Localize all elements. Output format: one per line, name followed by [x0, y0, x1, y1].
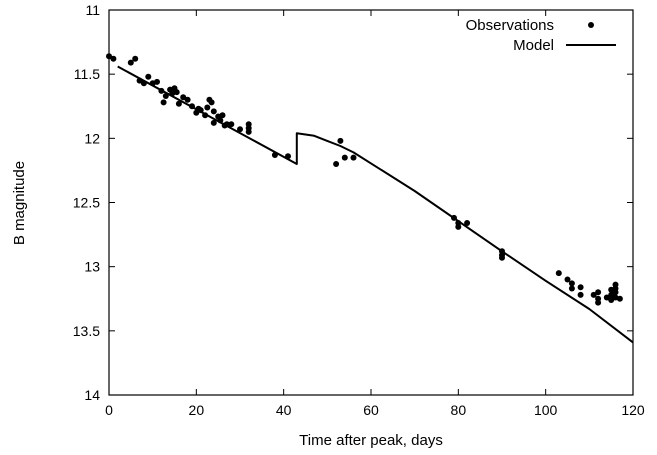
observation-point — [451, 214, 457, 221]
x-tick-label: 100 — [534, 402, 558, 418]
observation-point — [568, 285, 575, 292]
y-axis-ticks: 11 11.5 12 12.5 13 13.5 14 — [73, 2, 633, 403]
y-tick-label: 12 — [84, 130, 100, 146]
observation-point — [223, 121, 230, 128]
x-axis-title: Time after peak, days — [299, 432, 443, 449]
observation-point — [590, 291, 597, 298]
observation-point — [189, 103, 195, 110]
observation-point — [608, 291, 615, 298]
y-tick-label: 13.5 — [73, 323, 100, 339]
observation-point — [184, 96, 191, 103]
observation-point — [154, 78, 160, 85]
observation-point — [140, 80, 147, 87]
observation-point — [210, 108, 217, 115]
observation-point — [228, 121, 235, 128]
observation-point — [210, 119, 217, 126]
observation-point — [197, 107, 204, 114]
observation-point — [219, 112, 226, 119]
x-tick-label: 40 — [276, 402, 292, 418]
observation-point — [612, 289, 619, 296]
observation-point — [132, 55, 139, 62]
observation-point — [180, 94, 187, 101]
observation-point — [341, 154, 348, 161]
y-tick-label: 11 — [85, 2, 100, 18]
observation-point — [158, 87, 165, 94]
observation-point — [145, 73, 152, 80]
x-tick-label: 120 — [621, 402, 645, 418]
observation-point — [564, 276, 571, 283]
y-tick-label: 13 — [84, 259, 100, 275]
y-tick-label: 14 — [84, 387, 100, 403]
observation-point — [271, 152, 278, 158]
observations-series — [106, 53, 623, 306]
y-tick-label: 11.5 — [74, 66, 100, 82]
observation-point — [595, 299, 602, 306]
legend-label-model: Model — [513, 37, 554, 54]
observation-point — [616, 295, 623, 302]
y-tick-label: 12.5 — [73, 195, 100, 211]
observation-point — [160, 99, 167, 106]
observation-point — [217, 117, 224, 124]
observation-point — [464, 220, 471, 226]
legend-marker-observations — [588, 22, 594, 28]
model-series — [117, 65, 634, 344]
observation-point — [162, 93, 169, 99]
observation-point — [350, 154, 357, 161]
model-line — [117, 65, 634, 344]
observation-point — [173, 89, 180, 96]
observation-point — [577, 291, 584, 298]
observation-point — [208, 99, 215, 106]
observation-point — [603, 294, 610, 301]
observation-point — [595, 289, 602, 296]
observation-point — [337, 137, 344, 144]
observation-point — [568, 280, 575, 287]
observation-point — [499, 254, 505, 261]
legend: Observations Model — [466, 17, 616, 54]
observation-point — [455, 223, 462, 230]
y-axis-title: B magnitude — [11, 161, 28, 245]
plot-frame — [108, 9, 634, 396]
x-axis-ticks: 0 20 40 60 80 100 120 — [105, 10, 645, 418]
observation-point — [577, 284, 584, 291]
observation-point — [106, 53, 112, 60]
observation-point — [202, 112, 209, 119]
x-tick-label: 20 — [189, 402, 205, 418]
x-tick-label: 0 — [105, 402, 113, 418]
observation-point — [204, 104, 211, 111]
legend-label-observations: Observations — [466, 17, 554, 34]
observation-point — [110, 55, 117, 62]
x-tick-label: 60 — [363, 402, 379, 418]
observation-point — [555, 270, 562, 277]
observation-point — [333, 161, 340, 167]
observation-point — [175, 100, 182, 107]
observation-point — [237, 126, 243, 133]
observation-point — [136, 77, 143, 84]
observation-point — [127, 59, 134, 66]
observation-point — [245, 128, 252, 135]
x-tick-label: 80 — [451, 402, 467, 418]
observation-point — [285, 153, 291, 160]
